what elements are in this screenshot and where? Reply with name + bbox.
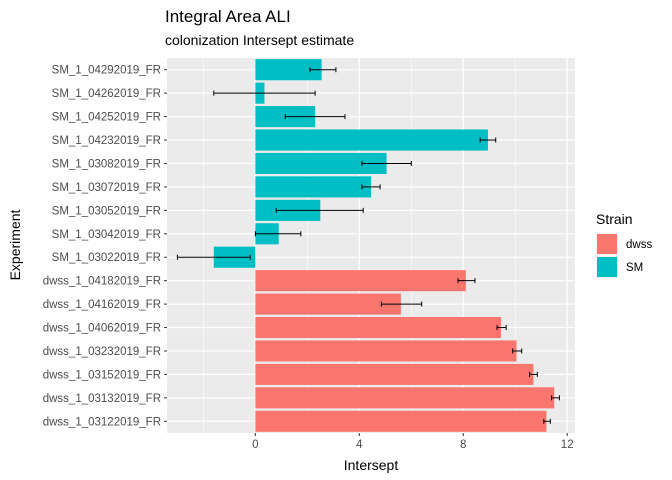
bar <box>255 410 547 432</box>
y-tick-label: SM_1_03082019_FR <box>52 158 161 170</box>
error-bar <box>361 160 412 166</box>
error-bar <box>529 371 538 377</box>
bar <box>255 340 517 362</box>
y-tick-label: dwss_1_03132019_FR <box>43 393 161 405</box>
y-tick-label: SM_1_04292019_FR <box>52 65 161 77</box>
error-bar <box>213 90 316 96</box>
bar <box>255 152 387 175</box>
y-tick-label: SM_1_03052019_FR <box>52 205 161 217</box>
errorbars-layer <box>176 67 560 424</box>
error-bar <box>361 184 381 190</box>
error-bar <box>309 67 337 73</box>
bar <box>255 59 322 81</box>
error-bar <box>254 231 302 237</box>
x-axis-title: Intersept <box>344 457 399 473</box>
y-axis: SM_1_04292019_FR SM_1_04262019_FR SM_1_042… <box>43 65 167 428</box>
legend-swatch-dwss <box>597 234 617 254</box>
y-tick-label: dwss_1_04062019_FR <box>43 323 161 335</box>
error-bar <box>275 207 364 213</box>
bar <box>255 176 371 198</box>
y-tick-label: dwss_1_03122019_FR <box>43 416 161 428</box>
x-tick-label: 8 <box>460 439 466 451</box>
legend-label-dwss: dwss <box>626 239 652 251</box>
x-tick-label: 12 <box>561 439 574 451</box>
y-axis-title: Experiment <box>7 209 23 280</box>
bar <box>255 363 534 385</box>
y-tick-label: dwss_1_04182019_FR <box>43 276 161 288</box>
legend-label-sm: SM <box>626 262 643 274</box>
error-bar <box>176 254 251 260</box>
y-tick-label: dwss_1_03232019_FR <box>43 346 161 358</box>
y-tick-label: dwss_1_04162019_FR <box>43 299 161 311</box>
error-bar <box>543 418 551 424</box>
y-tick-label: dwss_1_03152019_FR <box>43 369 161 381</box>
chart-title: Integral Area ALI <box>165 7 291 26</box>
error-bar <box>380 301 423 307</box>
y-tick-label: SM_1_04262019_FR <box>52 88 161 100</box>
bar <box>255 387 555 409</box>
y-tick-label: SM_1_04252019_FR <box>52 112 161 124</box>
error-bar <box>479 137 497 143</box>
bar <box>255 316 501 339</box>
y-tick-label: SM_1_04232019_FR <box>52 135 161 147</box>
y-tick-label: SM_1_03022019_FR <box>52 252 161 264</box>
bar <box>255 270 466 292</box>
legend: Strain dwss SM <box>596 211 652 278</box>
bar <box>255 129 488 151</box>
error-bar <box>284 114 346 120</box>
error-bar <box>496 325 507 331</box>
error-bar <box>551 395 560 401</box>
error-bar <box>457 278 476 284</box>
x-tick-label: 0 <box>252 439 258 451</box>
legend-swatch-sm <box>597 257 617 277</box>
legend-title: Strain <box>596 211 633 227</box>
bar <box>255 293 401 315</box>
error-bar <box>512 348 523 354</box>
x-axis: 0 4 8 12 <box>252 433 574 451</box>
chart-subtitle: colonization Intersept estimate <box>165 32 354 48</box>
y-tick-label: SM_1_03042019_FR <box>52 229 161 241</box>
x-tick-label: 4 <box>356 439 363 451</box>
bars-layer <box>213 59 555 432</box>
y-tick-label: SM_1_03072019_FR <box>52 182 161 194</box>
